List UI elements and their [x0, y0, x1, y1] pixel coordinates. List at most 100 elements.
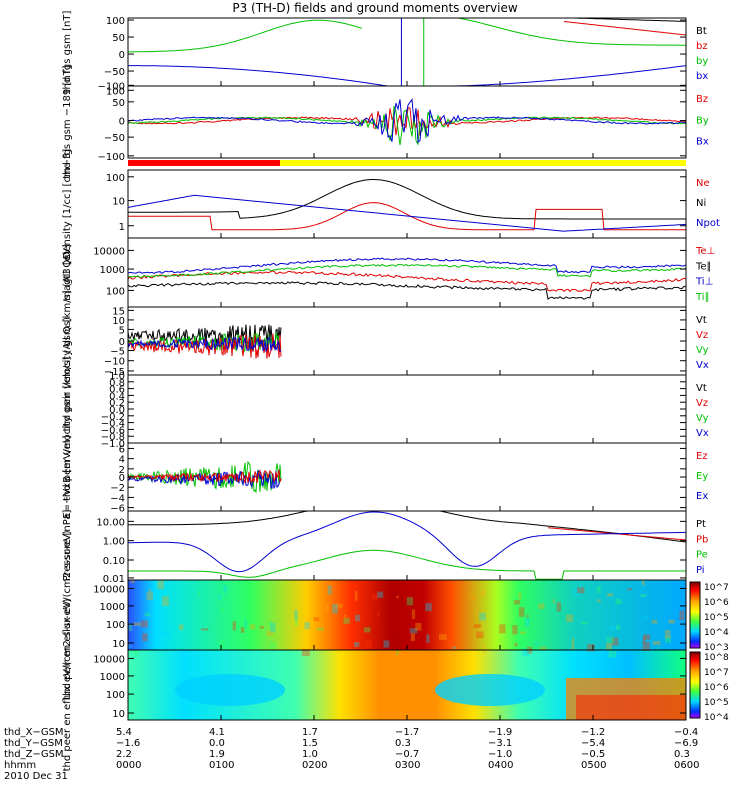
panel-frame — [127, 510, 687, 581]
spectrogram-texture — [664, 629, 671, 639]
legend-Ez: Ez — [696, 451, 708, 462]
legend-by: by — [696, 56, 708, 67]
ephemeris-value: 0400 — [488, 760, 514, 771]
series-Bz — [128, 107, 686, 136]
spectrogram-texture — [365, 640, 372, 649]
legend-Vy: Vy — [696, 345, 709, 356]
spectrogram-texture — [514, 642, 518, 647]
spectrogram-texture — [510, 624, 517, 629]
spectrogram-texture — [409, 628, 418, 634]
spectrogram-texture — [218, 594, 221, 600]
y-tick-label: 100 — [106, 86, 125, 97]
spectrogram-texture — [474, 624, 481, 628]
spectrogram-texture — [294, 617, 298, 626]
legend-Ex: Ex — [696, 491, 708, 502]
ephemeris-value: 0100 — [209, 760, 235, 771]
ephemeris-value: 0500 — [581, 760, 607, 771]
y-axis-label: E=−VxB [mV/m] — [62, 435, 73, 518]
y-tick-label: 100 — [106, 286, 125, 297]
spectrogram-texture — [290, 649, 293, 653]
spectrogram-texture — [294, 610, 298, 620]
spectrogram-texture — [268, 621, 273, 626]
legend-Te∥: Te∥ — [695, 261, 712, 272]
legend-Vx: Vx — [696, 428, 709, 439]
spectrogram-texture — [652, 640, 661, 646]
legend-Ti⊥: Ti⊥ — [695, 277, 713, 288]
spectrogram-texture — [452, 646, 457, 649]
spectrogram-texture — [372, 594, 378, 601]
spectrogram-texture — [415, 623, 422, 631]
spectrogram-texture — [470, 595, 476, 600]
legend-Pb: Pb — [696, 534, 708, 545]
y-tick-label: 10 — [112, 639, 125, 650]
y-tick-label: 10 — [112, 709, 125, 720]
spectrogram-texture — [426, 634, 430, 643]
spectrogram-texture — [142, 633, 148, 642]
ephemeris-value: 1.0 — [302, 749, 318, 760]
ephemeris-value: −1.2 — [581, 727, 606, 738]
y-tick-label: 10 — [112, 197, 125, 208]
y-tick-label: 1000 — [100, 602, 125, 613]
series-Ni — [128, 179, 686, 220]
spectrogram-texture — [313, 617, 320, 622]
ephemeris-value: 0.3 — [395, 738, 411, 749]
spectrogram-texture — [651, 620, 658, 624]
y-tick-label: −100 — [98, 81, 125, 92]
y-tick-label: 0.0 — [109, 405, 125, 416]
spectrogram-texture — [641, 580, 645, 586]
spectrogram-texture — [266, 630, 274, 637]
y-tick-label: −50 — [104, 133, 125, 144]
ephemeris-value: −1.7 — [395, 727, 420, 738]
spectrogram-texture — [616, 625, 621, 630]
spectrogram-texture — [668, 619, 675, 624]
y-axis-label: thd fgs gsm [nT] — [62, 11, 73, 94]
spectrogram-texture — [640, 594, 647, 598]
spectrogram-texture — [343, 617, 350, 624]
spectrogram-texture — [483, 644, 486, 654]
spectrogram-texture — [133, 622, 141, 626]
ephemeris-value: 1.7 — [302, 727, 318, 738]
spectrogram-texture — [377, 591, 384, 598]
ephemeris-value: −1.6 — [116, 738, 141, 749]
spectrogram-texture — [581, 621, 588, 625]
y-tick-label: 0.8 — [109, 378, 125, 389]
y-tick-label: 100 — [106, 16, 125, 27]
spectrogram-texture — [316, 627, 324, 631]
y-tick-label: 50 — [112, 98, 125, 109]
spectrogram-texture — [657, 646, 660, 650]
colorbar — [689, 651, 701, 719]
y-tick-label: 0 — [119, 473, 125, 484]
legend-By: By — [696, 115, 709, 126]
spectrogram-texture — [335, 603, 343, 609]
legend-Pe: Pe — [696, 550, 708, 561]
ephemeris-row-label: hhmm — [4, 760, 37, 771]
series-Bx — [128, 98, 686, 144]
y-tick-label: 2 — [119, 465, 125, 476]
spectrogram-texture — [301, 649, 310, 657]
ephemeris-value: −5.4 — [581, 738, 606, 749]
spectrogram-texture — [642, 641, 650, 651]
y-tick-label: 0 — [119, 337, 125, 348]
ephemeris-value: −0.5 — [581, 749, 606, 760]
y-tick-label: −10 — [104, 357, 125, 368]
series-Te-par — [128, 281, 686, 300]
spectrogram-texture — [480, 590, 486, 597]
ephemeris-value: 1.5 — [302, 738, 318, 749]
series-bz — [563, 21, 686, 36]
spectrogram-texture — [643, 634, 651, 640]
page-title: P3 (TH-D) fields and ground moments over… — [232, 1, 518, 15]
spectrogram-texture — [476, 631, 484, 639]
y-tick-label: −0.4 — [101, 419, 125, 430]
y-axis-label: thd peer velocity gsm [km/s] (All Qs) — [62, 317, 73, 501]
spectrogram-texture — [539, 646, 547, 651]
legend-Bt: Bt — [696, 26, 707, 37]
spectrogram-texture — [406, 597, 413, 606]
legend-Te⊥: Te⊥ — [695, 246, 715, 257]
spectrogram-8 — [128, 580, 686, 650]
spectrogram-texture — [304, 622, 310, 630]
legend-bx: bx — [696, 71, 708, 82]
y-tick-label: 6 — [119, 444, 125, 455]
ephemeris-row-label: thd_X−GSM — [4, 727, 64, 738]
legend-Vz: Vz — [696, 398, 708, 409]
